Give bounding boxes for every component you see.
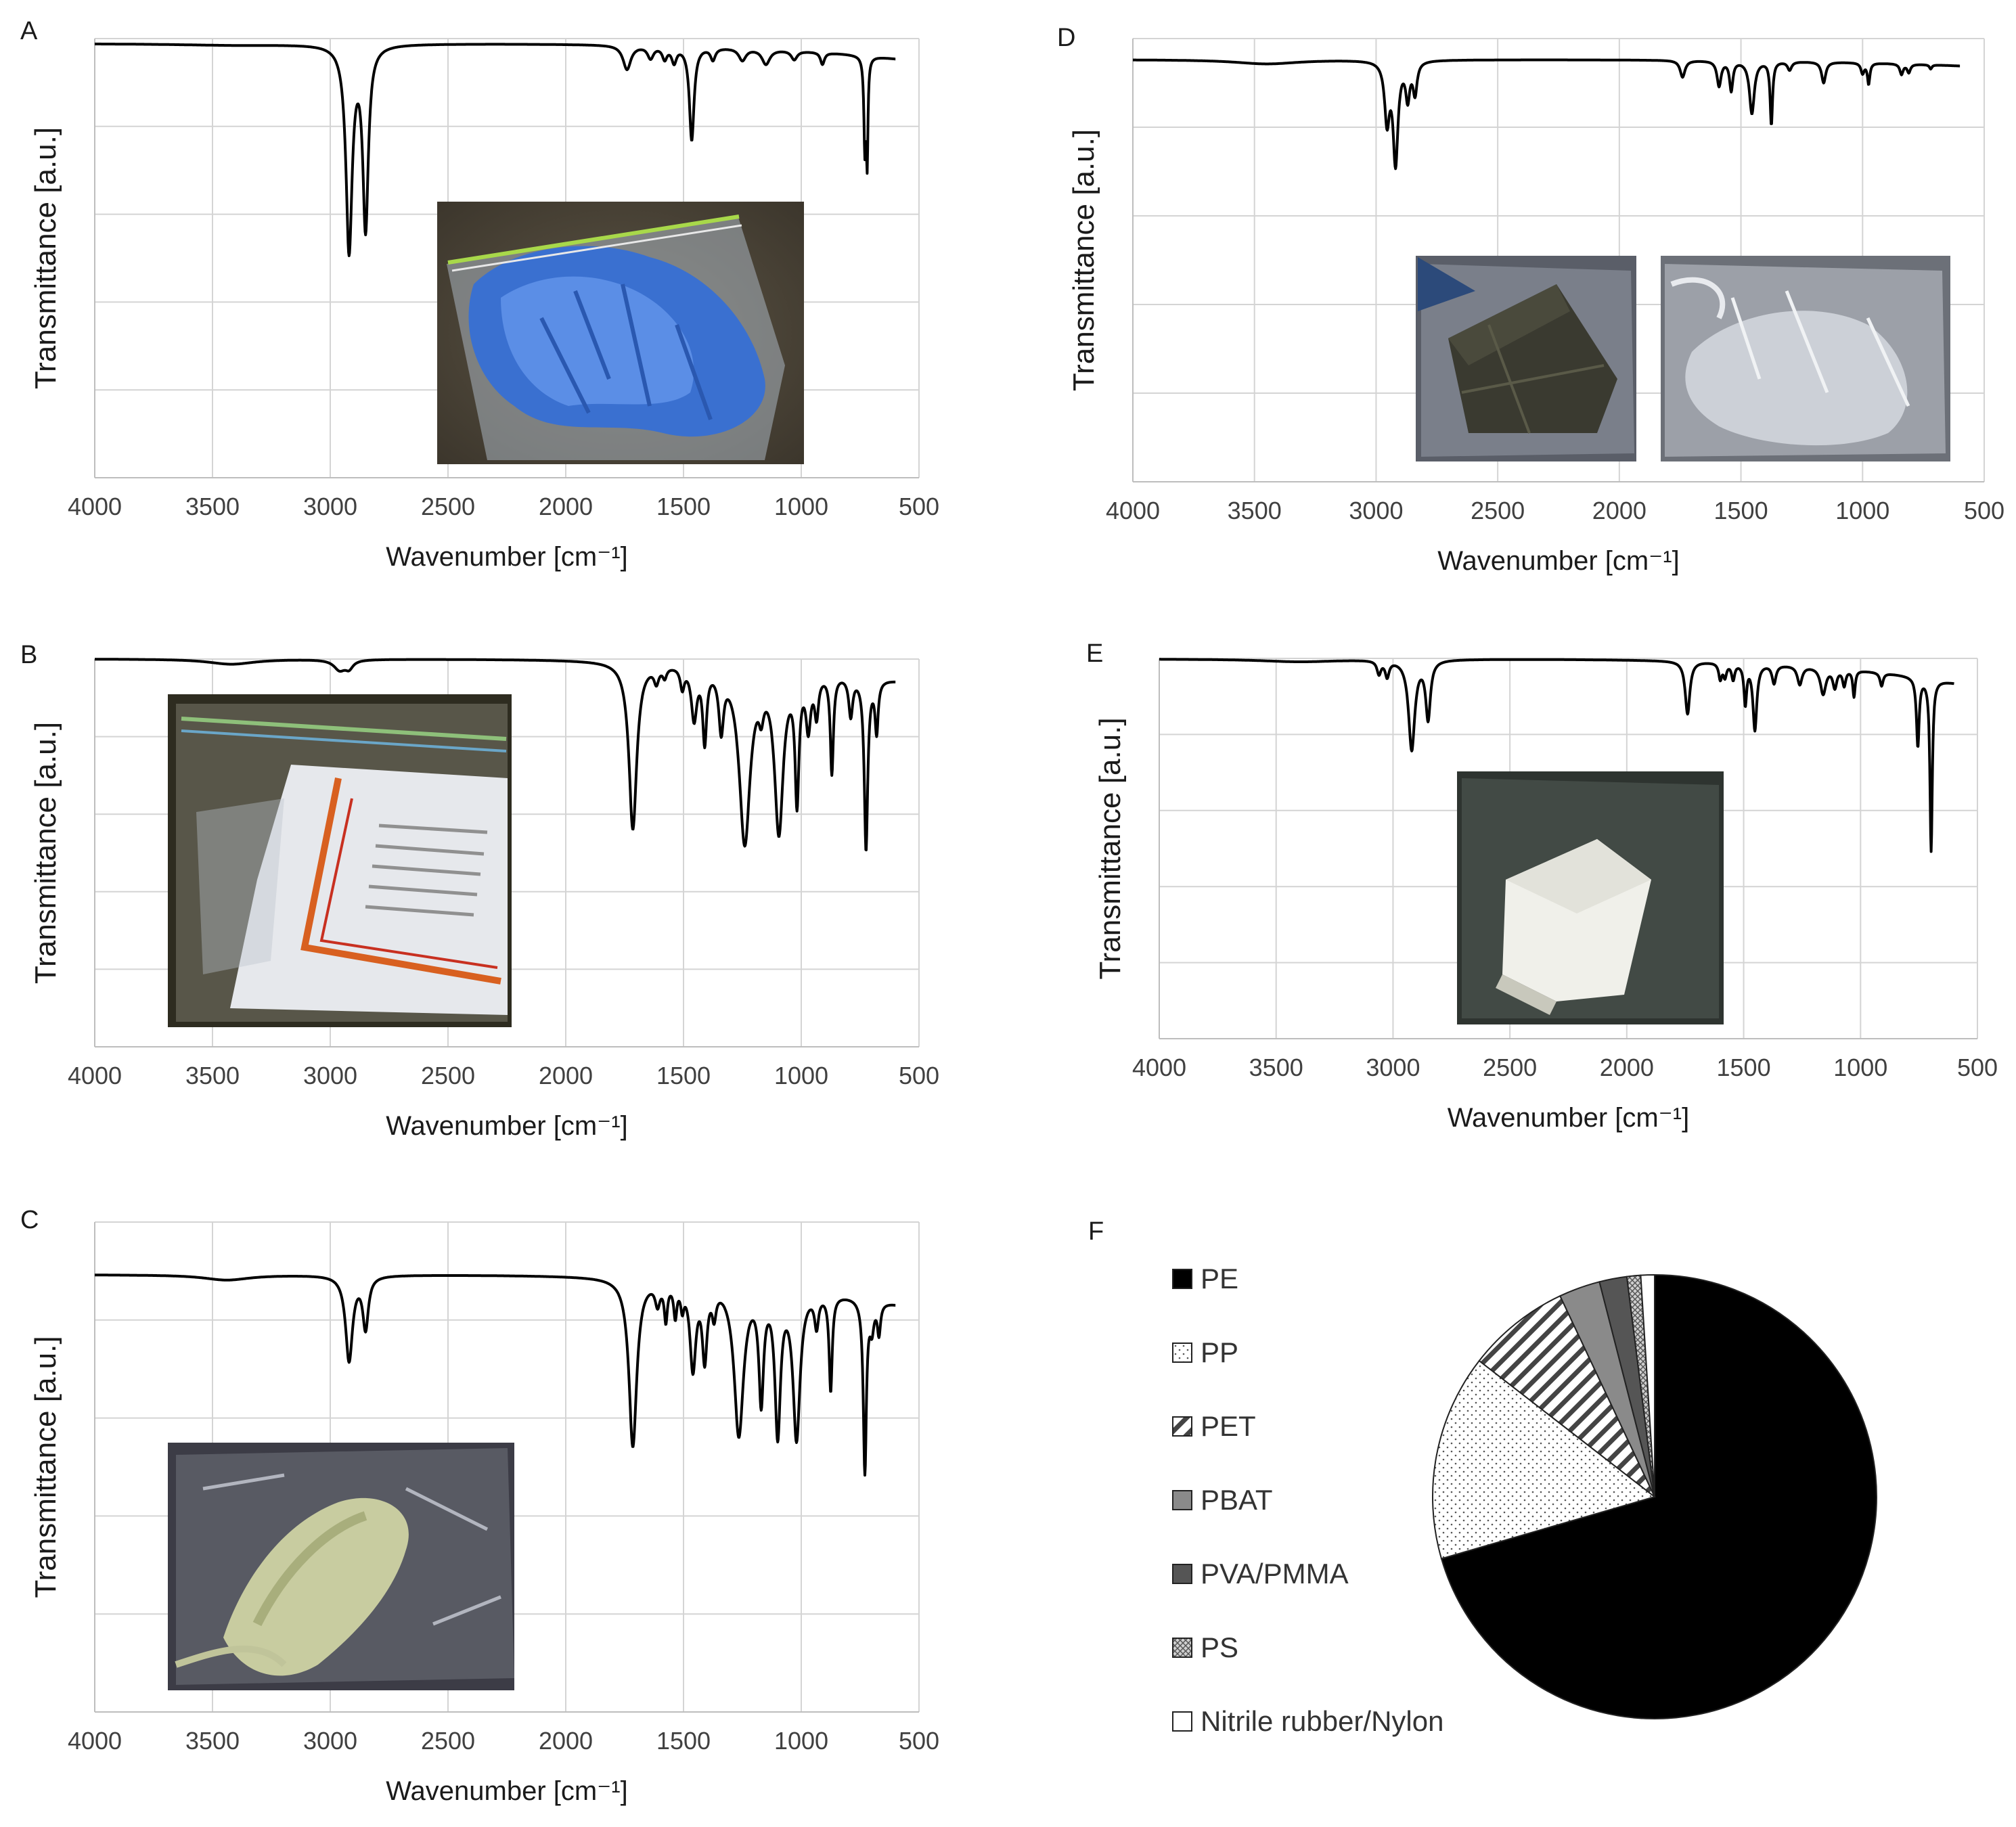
printed-plastic-sheet-in-bag-photo bbox=[168, 694, 512, 1027]
spectrum-line-E bbox=[1158, 658, 1955, 853]
x-axis-label: Wavenumber [cm⁻¹] bbox=[1437, 546, 1679, 576]
x-tick-label: 2000 bbox=[539, 1062, 593, 1089]
panel-label-A: A bbox=[20, 17, 38, 45]
panel-label-D: D bbox=[1057, 24, 1075, 52]
x-tick-label: 1500 bbox=[1714, 497, 1768, 524]
x-tick-label: 2000 bbox=[1600, 1054, 1654, 1081]
x-tick-label: 500 bbox=[1964, 497, 2004, 524]
legend-swatch bbox=[1172, 1638, 1192, 1658]
x-tick-label: 3000 bbox=[303, 1062, 357, 1089]
x-tick-label: 3500 bbox=[1249, 1054, 1303, 1081]
x-axis-label: Wavenumber [cm⁻¹] bbox=[386, 1111, 627, 1141]
legend-swatch bbox=[1172, 1490, 1192, 1510]
blue-gloves-in-bag-photo bbox=[437, 202, 804, 464]
x-tick-label: 1000 bbox=[1835, 497, 1889, 524]
white-plastic-piece-photo bbox=[1457, 771, 1724, 1024]
x-tick-label: 3000 bbox=[303, 1727, 357, 1755]
panel-label-B: B bbox=[20, 641, 37, 669]
x-tick-label: 1000 bbox=[774, 1727, 828, 1755]
x-tick-label: 500 bbox=[1957, 1054, 1998, 1081]
x-tick-label: 500 bbox=[899, 493, 939, 520]
legend-label: PBAT bbox=[1201, 1484, 1273, 1516]
x-tick-label: 4000 bbox=[1132, 1054, 1186, 1081]
pie-slice-pp bbox=[1432, 1359, 1657, 1560]
x-tick-label: 2500 bbox=[421, 1727, 475, 1755]
legend-label: PET bbox=[1201, 1410, 1256, 1442]
pie-slice-pe bbox=[1440, 1273, 1877, 1719]
clear-film-in-bag-photo bbox=[1661, 256, 1950, 461]
x-tick-label: 2500 bbox=[1471, 497, 1525, 524]
legend-swatch bbox=[1172, 1416, 1192, 1437]
dark-fragment-in-bag-photo bbox=[1416, 256, 1636, 461]
x-tick-label: 2000 bbox=[539, 1727, 593, 1755]
x-axis-label: Wavenumber [cm⁻¹] bbox=[1448, 1103, 1689, 1133]
legend-label: PS bbox=[1201, 1631, 1238, 1663]
green-plastic-film-in-bag-photo bbox=[168, 1443, 514, 1690]
legend-label: Nitrile rubber/Nylon bbox=[1201, 1705, 1443, 1737]
spectrum-line-C bbox=[93, 1273, 897, 1477]
panel-C-spectrum-chart: 4000 3500 3000 2500 2000 1500 1000 500 Wavenumbe… bbox=[20, 1206, 939, 1806]
legend-label: PP bbox=[1201, 1336, 1238, 1368]
legend-swatch bbox=[1172, 1343, 1192, 1363]
legend-swatch bbox=[1172, 1269, 1192, 1289]
x-tick-label: 1500 bbox=[656, 493, 711, 520]
x-tick-label: 2500 bbox=[421, 493, 475, 520]
pie-legend: PE PP PET PBAT PVA/PMMA PS Nitrile rubber/Nylo… bbox=[1172, 1263, 1443, 1737]
pie-slice-nitrile-rubber-nylon bbox=[1640, 1273, 1655, 1497]
pie-slices bbox=[1432, 1273, 1877, 1719]
x-axis-label: Wavenumber [cm⁻¹] bbox=[386, 1776, 627, 1806]
x-axis-label: Wavenumber [cm⁻¹] bbox=[386, 542, 627, 572]
panel-label-E: E bbox=[1086, 639, 1103, 668]
x-tick-label: 3500 bbox=[185, 1727, 240, 1755]
x-tick-label: 1500 bbox=[656, 1727, 711, 1755]
pie-slice-pet bbox=[1478, 1294, 1655, 1497]
x-tick-label: 2000 bbox=[539, 493, 593, 520]
panel-label-C: C bbox=[20, 1206, 39, 1234]
x-tick-label: 1000 bbox=[774, 1062, 828, 1089]
panel-F-pie-chart: F PE PP PET PBAT PVA/PMMA PS Nitrile rubber/Ny… bbox=[1088, 1217, 1877, 1737]
y-axis-label: Transmittance [a.u.] bbox=[1094, 717, 1127, 979]
legend-swatch bbox=[1172, 1564, 1192, 1584]
y-axis-label: Transmittance [a.u.] bbox=[29, 127, 62, 389]
x-tick-label: 3500 bbox=[185, 1062, 240, 1089]
spectrum-line-B bbox=[93, 658, 897, 852]
x-tick-label: 3500 bbox=[1228, 497, 1282, 524]
x-tick-label: 1500 bbox=[1717, 1054, 1771, 1081]
x-tick-label: 3000 bbox=[1349, 497, 1403, 524]
x-tick-label: 1000 bbox=[774, 493, 828, 520]
legend-label: PVA/PMMA bbox=[1201, 1558, 1349, 1589]
x-tick-label: 3000 bbox=[1366, 1054, 1420, 1081]
x-tick-label: 3000 bbox=[303, 493, 357, 520]
x-tick-label: 500 bbox=[899, 1062, 939, 1089]
x-tick-label: 4000 bbox=[68, 1062, 122, 1089]
x-tick-label: 4000 bbox=[68, 1727, 122, 1755]
x-tick-label: 2000 bbox=[1592, 497, 1647, 524]
spectrum-line-D bbox=[1132, 58, 1961, 171]
legend-swatch bbox=[1172, 1711, 1192, 1732]
x-tick-label: 2500 bbox=[421, 1062, 475, 1089]
x-tick-label: 3500 bbox=[185, 493, 240, 520]
x-tick-label: 2500 bbox=[1483, 1054, 1537, 1081]
panel-label-F: F bbox=[1088, 1217, 1104, 1246]
y-axis-label: Transmittance [a.u.] bbox=[29, 1336, 62, 1598]
x-tick-label: 500 bbox=[899, 1727, 939, 1755]
y-axis-label: Transmittance [a.u.] bbox=[29, 722, 62, 984]
x-tick-label: 1500 bbox=[656, 1062, 711, 1089]
x-tick-label: 4000 bbox=[1106, 497, 1160, 524]
x-tick-label: 4000 bbox=[68, 493, 122, 520]
legend-label: PE bbox=[1201, 1263, 1238, 1294]
x-tick-label: 1000 bbox=[1833, 1054, 1887, 1081]
y-axis-label: Transmittance [a.u.] bbox=[1067, 129, 1100, 391]
spectrum-line-A bbox=[93, 43, 897, 257]
